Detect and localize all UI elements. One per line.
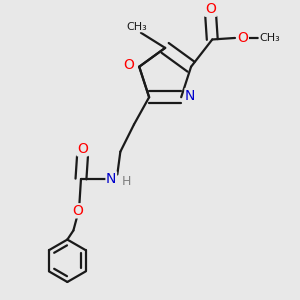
Text: CH₃: CH₃ [126, 22, 147, 32]
Text: O: O [237, 31, 248, 45]
Text: O: O [123, 58, 134, 72]
Text: O: O [77, 142, 88, 156]
Text: N: N [185, 89, 195, 103]
Text: N: N [106, 172, 116, 186]
Text: O: O [205, 2, 216, 16]
Text: H: H [122, 175, 131, 188]
Text: CH₃: CH₃ [259, 33, 280, 43]
Text: O: O [73, 204, 83, 218]
